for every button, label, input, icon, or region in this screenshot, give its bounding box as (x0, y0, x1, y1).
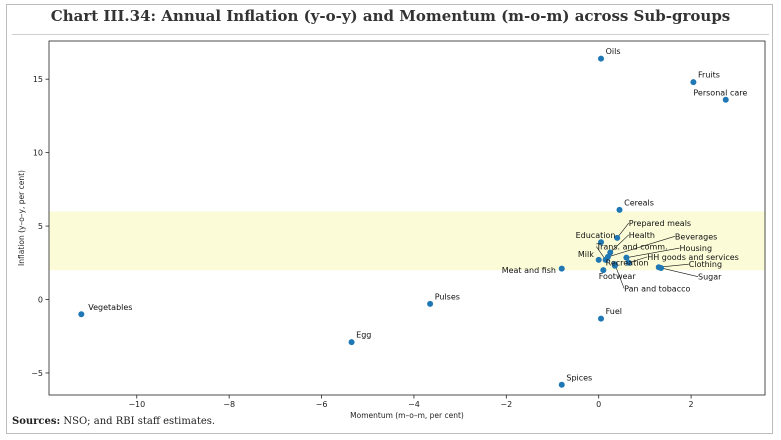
leader-line (628, 256, 648, 264)
label-fuel: Fuel (606, 307, 622, 316)
label-oils: Oils (606, 47, 621, 56)
label-hh-goods-and-services: HH goods and services (647, 253, 739, 262)
point-fuel (598, 315, 605, 322)
label-egg: Egg (356, 331, 371, 340)
plot-area-frame (48, 40, 766, 396)
label-housing: Housing (680, 244, 713, 253)
point-footwear (600, 267, 607, 274)
point-education (598, 239, 605, 246)
x-tick-label: 2 (689, 400, 694, 409)
point-pan-and-tobacco (611, 261, 618, 268)
source-text: NSO; and RBI staff estimates. (60, 416, 216, 427)
y-tick-label: 0 (38, 296, 43, 305)
label-cereals: Cereals (624, 199, 654, 208)
y-tick-label: 10 (33, 149, 43, 158)
tolerance-band (49, 211, 765, 271)
point-housing (623, 254, 630, 261)
point-meat-and-fish (558, 265, 565, 272)
label-pan-and-tobacco: Pan and tobacco (624, 284, 690, 293)
point-sugar (658, 264, 665, 271)
title-divider (12, 34, 769, 35)
point-fruits (690, 79, 697, 86)
point-cereals (616, 206, 623, 213)
label-trans-and-comm: Trans. and comm. (595, 243, 667, 252)
leader-line (616, 222, 629, 239)
leader-line (626, 247, 680, 258)
y-tick-label: 5 (38, 222, 43, 231)
point-trans-and-comm (602, 256, 609, 263)
leader-line (610, 234, 629, 253)
label-milk: Milk (578, 250, 594, 259)
source-note: Sources: NSO; and RBI staff estimates. (12, 416, 215, 427)
point-prepared-meals (614, 234, 621, 241)
y-tick-label: −5 (31, 369, 43, 378)
point-health (607, 249, 614, 256)
x-tick-label: 0 (596, 400, 601, 409)
point-milk (595, 256, 602, 263)
x-tick-label: −10 (128, 400, 145, 409)
point-personal-care (722, 96, 729, 103)
x-axis-label: Momentum (m–o–m, per cent) (350, 411, 464, 420)
leader-line (607, 236, 676, 258)
label-fruits: Fruits (698, 71, 720, 80)
label-vegetables: Vegetables (88, 303, 132, 312)
x-tick-label: −8 (223, 400, 235, 409)
label-spices: Spices (566, 373, 592, 382)
label-footwear: Footwear (599, 272, 637, 281)
label-beverages: Beverages (675, 232, 717, 241)
leader-line (660, 267, 699, 277)
label-clothing: Clothing (689, 260, 722, 269)
label-prepared-meals: Prepared meals (629, 219, 691, 228)
point-spices (558, 381, 565, 388)
x-tick-label: −4 (408, 400, 420, 409)
label-pulses: Pulses (435, 293, 460, 302)
point-pulses (427, 300, 434, 307)
label-health: Health (629, 231, 655, 240)
source-label: Sources: (12, 416, 61, 427)
x-tick-label: −6 (316, 400, 328, 409)
y-tick-label: 15 (33, 75, 43, 84)
point-oils (598, 55, 605, 62)
label-sugar: Sugar (698, 273, 722, 282)
y-axis-label: Inflation (y–o–y, per cent) (17, 170, 26, 266)
point-hh-goods-and-services (625, 259, 632, 266)
point-vegetables (78, 311, 85, 318)
point-egg (348, 339, 355, 346)
chart-title: Chart III.34: Annual Inflation (y-o-y) a… (50, 7, 731, 25)
label-meat-and-fish: Meat and fish (502, 266, 556, 275)
label-recreation: Recreation (606, 259, 649, 268)
label-education: Education (576, 231, 616, 240)
chart-frame (6, 4, 773, 434)
label-personal-care: Personal care (693, 88, 747, 97)
x-tick-label: −2 (500, 400, 512, 409)
